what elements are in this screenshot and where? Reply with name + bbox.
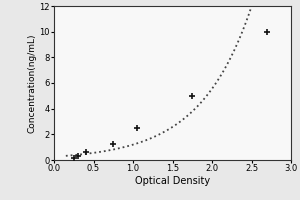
Y-axis label: Concentration(ng/mL): Concentration(ng/mL) [28,33,37,133]
X-axis label: Optical Density: Optical Density [135,176,210,186]
